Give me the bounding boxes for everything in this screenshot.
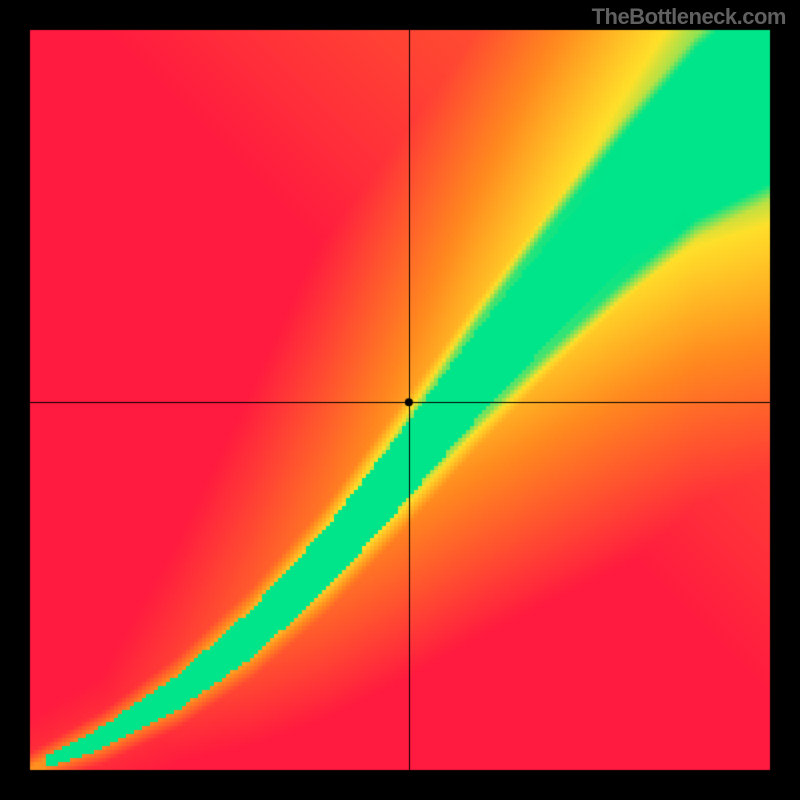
chart-container: TheBottleneck.com: [0, 0, 800, 800]
watermark-text: TheBottleneck.com: [592, 4, 786, 30]
heatmap-canvas: [0, 0, 800, 800]
